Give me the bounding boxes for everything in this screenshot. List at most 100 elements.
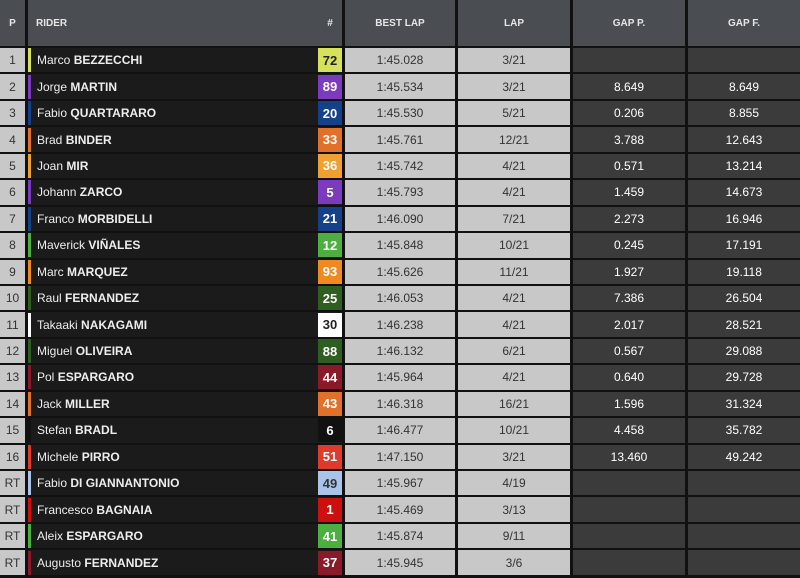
rider-first-name: Stefan <box>37 423 72 438</box>
lap: 10/21 <box>458 418 570 443</box>
lap: 9/11 <box>458 523 570 549</box>
rider-number: 37 <box>318 550 342 575</box>
gap-first: 28.521 <box>688 312 800 337</box>
rider-last-name: PIRRO <box>81 449 120 464</box>
rider-name: Jack MILLER <box>31 397 318 411</box>
lap: 11/21 <box>458 259 570 284</box>
gap-first: 49.242 <box>688 444 800 469</box>
best-lap: 1:45.469 <box>345 497 455 522</box>
header-gap-p: GAP P. <box>573 0 685 46</box>
position: 8 <box>0 233 25 258</box>
rider-cell: Johann ZARCO 5 <box>28 180 342 205</box>
rider-number: 49 <box>318 471 342 496</box>
header-p: P <box>0 0 25 46</box>
gap-first <box>688 550 800 575</box>
header-rider: RIDER # <box>28 0 342 46</box>
rider-first-name: Aleix <box>37 529 64 544</box>
gap-first: 29.088 <box>688 338 800 364</box>
gap-first: 19.118 <box>688 259 800 284</box>
table-row: 8 Maverick VIÑALES 12 1:45.848 10/21 0.2… <box>0 233 800 258</box>
rider-cell: Aleix ESPARGARO 41 <box>28 523 342 549</box>
team-color-stripe <box>28 180 31 205</box>
lap: 5/21 <box>458 100 570 126</box>
rider-last-name: ESPARGARO <box>57 370 135 385</box>
rider-name: Johann ZARCO <box>31 185 318 199</box>
position: 3 <box>0 100 25 126</box>
rider-first-name: Pol <box>37 370 55 385</box>
rider-name: Maverick VIÑALES <box>31 238 318 252</box>
rider-number: 20 <box>318 101 342 126</box>
rider-first-name: Brad <box>37 132 63 147</box>
gap-first <box>688 471 800 496</box>
gap-previous: 2.017 <box>573 312 685 337</box>
gap-previous: 1.596 <box>573 391 685 417</box>
team-color-stripe <box>28 127 31 152</box>
best-lap: 1:46.132 <box>345 338 455 364</box>
gap-previous: 8.649 <box>573 74 685 99</box>
rider-last-name: QUARTARARO <box>70 106 157 121</box>
rider-cell: Pol ESPARGARO 44 <box>28 365 342 390</box>
table-row: 7 Franco MORBIDELLI 21 1:46.090 7/21 2.2… <box>0 206 800 232</box>
team-color-stripe <box>28 418 31 443</box>
gap-previous: 2.273 <box>573 206 685 232</box>
rider-last-name: FERNANDEZ <box>84 555 159 570</box>
rider-first-name: Augusto <box>37 555 82 570</box>
rider-cell: Marc MARQUEZ 93 <box>28 259 342 284</box>
rider-name: Pol ESPARGARO <box>31 370 318 384</box>
gap-previous: 1.927 <box>573 259 685 284</box>
gap-previous: 7.386 <box>573 285 685 311</box>
table-row: 13 Pol ESPARGARO 44 1:45.964 4/21 0.640 … <box>0 365 800 390</box>
position: 13 <box>0 365 25 390</box>
rider-cell: Brad BINDER 33 <box>28 127 342 152</box>
position: 1 <box>0 48 25 73</box>
rider-first-name: Marc <box>37 264 64 279</box>
header-lap: LAP <box>458 0 570 46</box>
team-color-stripe <box>28 101 31 126</box>
team-color-stripe <box>28 233 31 258</box>
team-color-stripe <box>28 365 31 390</box>
best-lap: 1:45.793 <box>345 180 455 205</box>
lap: 16/21 <box>458 391 570 417</box>
gap-previous: 0.567 <box>573 338 685 364</box>
position: RT <box>0 471 25 496</box>
rider-cell: Takaaki NAKAGAMI 30 <box>28 312 342 337</box>
rider-last-name: MILLER <box>65 396 110 411</box>
rider-number: 6 <box>318 418 342 443</box>
position: 12 <box>0 338 25 364</box>
rider-number: 72 <box>318 48 342 73</box>
table-row: 2 Jorge MARTIN 89 1:45.534 3/21 8.649 8.… <box>0 74 800 99</box>
lap: 3/21 <box>458 48 570 73</box>
rider-number: 36 <box>318 153 342 178</box>
rider-number: 12 <box>318 233 342 258</box>
table-row: 15 Stefan BRADL 6 1:46.477 10/21 4.458 3… <box>0 418 800 443</box>
rider-cell: Miguel OLIVEIRA 88 <box>28 338 342 364</box>
lap: 4/19 <box>458 471 570 496</box>
table-row: 16 Michele PIRRO 51 1:47.150 3/21 13.460… <box>0 444 800 469</box>
gap-previous <box>573 523 685 549</box>
rider-number: 1 <box>318 497 342 522</box>
rider-cell: Marco BEZZECCHI 72 <box>28 48 342 73</box>
gap-previous <box>573 550 685 575</box>
team-color-stripe <box>28 259 31 284</box>
rider-first-name: Takaaki <box>37 317 78 332</box>
team-color-stripe <box>28 391 31 416</box>
gap-first: 12.643 <box>688 127 800 152</box>
table-row: RT Francesco BAGNAIA 1 1:45.469 3/13 <box>0 497 800 522</box>
gap-previous: 4.458 <box>573 418 685 443</box>
rider-cell: Francesco BAGNAIA 1 <box>28 497 342 522</box>
rider-name: Fabio QUARTARARO <box>31 106 318 120</box>
position: 11 <box>0 312 25 337</box>
rider-first-name: Johann <box>37 185 77 200</box>
team-color-stripe <box>28 471 31 496</box>
rider-last-name: MORBIDELLI <box>77 211 153 226</box>
rider-number: 44 <box>318 365 342 390</box>
rider-cell: Fabio QUARTARARO 20 <box>28 100 342 126</box>
rider-last-name: BAGNAIA <box>96 502 153 517</box>
rider-name: Stefan BRADL <box>31 423 318 437</box>
team-color-stripe <box>28 444 31 469</box>
rider-name: Raul FERNANDEZ <box>31 291 318 305</box>
position: 2 <box>0 74 25 99</box>
rider-name: Francesco BAGNAIA <box>31 503 318 517</box>
rider-name: Marco BEZZECCHI <box>31 53 318 67</box>
